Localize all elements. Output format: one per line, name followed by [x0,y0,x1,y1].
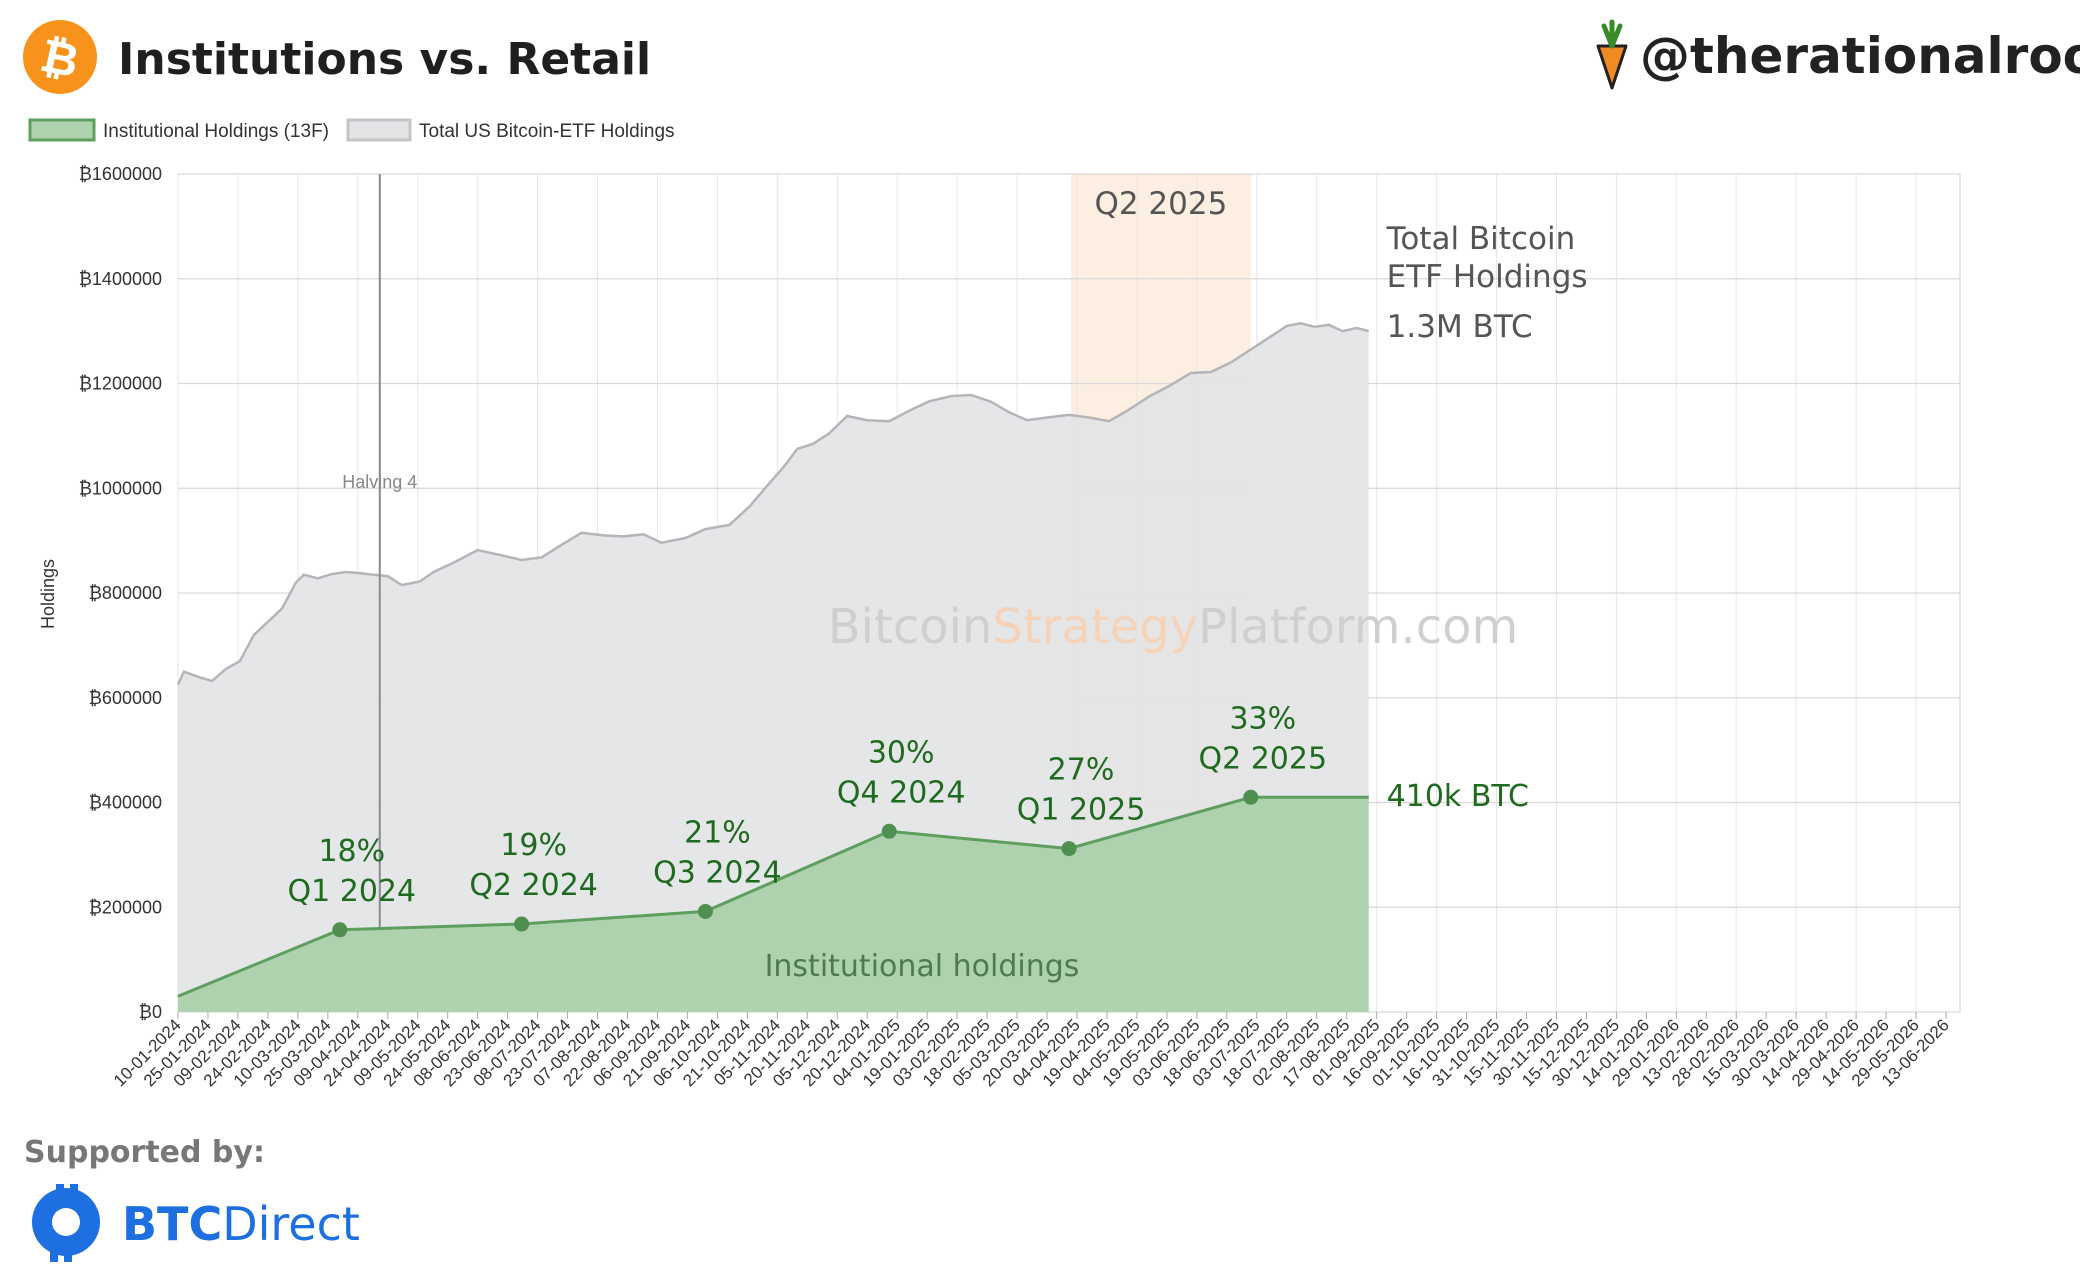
annotation-quarter: Q2 2025 [1198,741,1327,776]
series-institutional-line [177,795,1369,998]
carrot-icon [1596,19,1628,90]
annotation-quarter: Q3 2024 [653,855,782,890]
series-total-etf-area [178,323,1369,1012]
y-axis-label: Holdings [38,559,58,629]
bitcoin-logo-icon: ₿ [23,20,97,94]
watermark-part-bitcoin: Bitcoin [828,599,993,655]
data-point-marker [881,823,897,839]
y-tick-label: ₿800000 [89,583,162,603]
data-point-marker [697,903,713,919]
legend-swatch-institutional [28,118,96,142]
institutional-area-label: Institutional holdings [765,949,1080,984]
annotation-percent: 19% [500,828,567,863]
watermark: BitcoinStrategyPlatform.com [828,599,1518,655]
annotation-quarter: Q4 2024 [837,775,966,810]
total-etf-label-line1: Total Bitcoin [1386,221,1576,257]
sponsor-name-part1: BTC [122,1197,222,1251]
chart-title: Institutions vs. Retail [118,34,651,85]
y-tick-label: ₿1400000 [79,269,162,289]
annotation-percent: 27% [1048,753,1115,788]
y-tick-label: ₿1200000 [79,374,162,394]
annotation-percent: 30% [868,735,935,770]
author-handle: @therationalroot [1640,27,2080,85]
y-tick-label: ₿200000 [89,897,162,917]
y-tick-label: ₿1600000 [79,164,162,184]
institutional-value-label: 410k BTC [1387,779,1529,814]
btc-direct-logo-icon [32,1184,100,1262]
annotation-quarter: Q2 2024 [469,868,598,903]
highlight-band-label: Q2 2025 [1094,186,1227,222]
halving-label: Halving 4 [342,472,417,492]
annotation-percent: 33% [1229,701,1296,736]
total-etf-label-line2: ETF Holdings [1387,259,1588,295]
data-point-marker [1061,841,1077,857]
data-point-marker [1243,789,1259,805]
annotation-percent: 21% [684,815,751,850]
series-total-etf-line [176,322,1370,686]
sponsor-name: BTCDirect [122,1197,360,1251]
watermark-part-platform: Platform.com [1198,599,1518,655]
annotation-percent: 18% [318,834,385,869]
supported-by-label: Supported by: [24,1135,265,1170]
data-point-marker [332,922,348,938]
y-tick-label: ₿0 [139,1002,162,1022]
data-point-marker [514,916,530,932]
legend-label-institutional: Institutional Holdings (13F) [103,121,329,142]
y-tick-label: ₿400000 [89,793,162,813]
watermark-part-strategy: Strategy [992,599,1198,655]
legend-label-total: Total US Bitcoin-ETF Holdings [419,121,675,142]
legend: Institutional Holdings (13F) Total US Bi… [28,118,675,142]
sponsor-name-part2: Direct [222,1197,360,1251]
total-etf-value-label: 1.3M BTC [1387,309,1533,345]
legend-swatch-total [346,118,412,142]
y-tick-label: ₿1000000 [79,478,162,498]
annotation-quarter: Q1 2024 [288,874,417,909]
annotation-quarter: Q1 2025 [1017,793,1146,828]
y-tick-label: ₿600000 [89,688,162,708]
